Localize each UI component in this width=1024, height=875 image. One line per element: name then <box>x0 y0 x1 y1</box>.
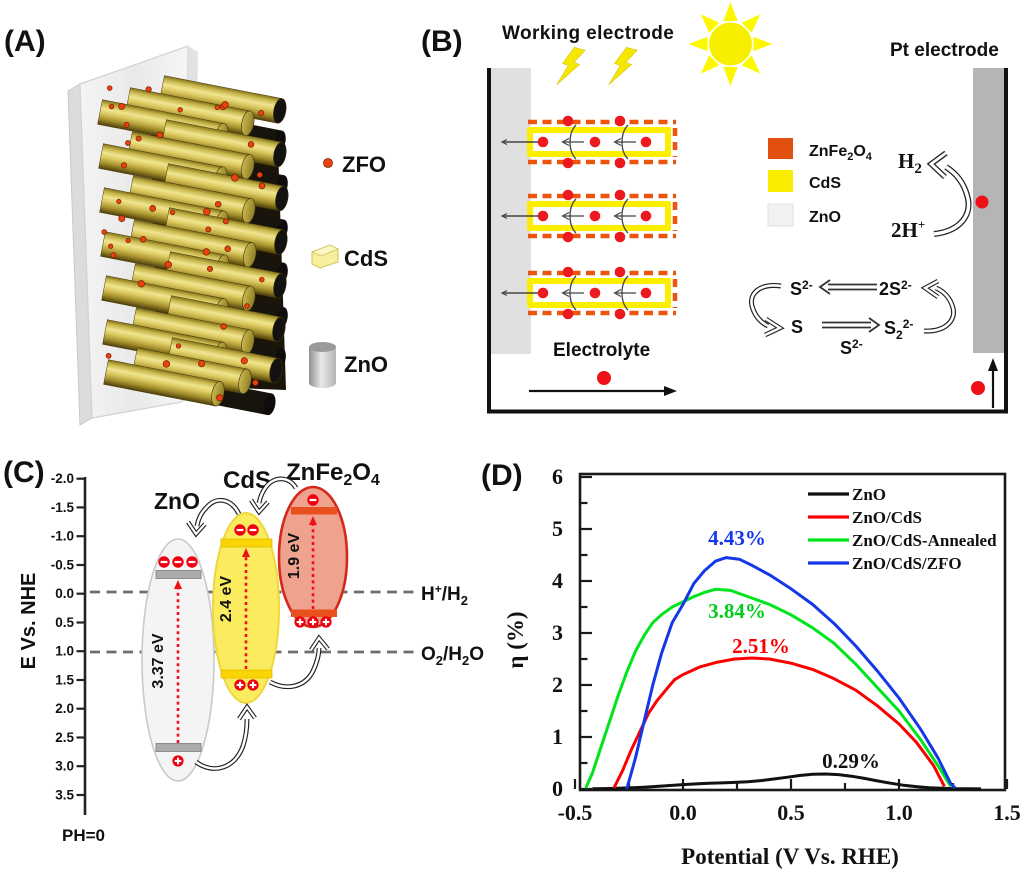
svg-text:1: 1 <box>552 724 563 749</box>
svg-text:-0.5: -0.5 <box>51 558 75 573</box>
svg-text:ZnO/CdS/ZFO: ZnO/CdS/ZFO <box>852 554 962 573</box>
svg-text:0.5: 0.5 <box>55 615 74 630</box>
svg-text:4.43%: 4.43% <box>708 526 766 550</box>
svg-text:3: 3 <box>552 620 563 645</box>
svg-text:0: 0 <box>552 776 563 801</box>
svg-text:2.5: 2.5 <box>55 730 74 745</box>
svg-text:ZnO: ZnO <box>852 485 886 504</box>
svg-text:Electrolyte: Electrolyte <box>553 340 650 361</box>
svg-text:-1.5: -1.5 <box>51 500 75 515</box>
svg-text:E Vs. NHE: E Vs. NHE <box>18 573 40 670</box>
svg-text:1.5: 1.5 <box>55 673 74 688</box>
svg-text:Potential (V Vs. RHE): Potential (V Vs. RHE) <box>681 844 899 869</box>
svg-text:ZnO/CdS-Annealed: ZnO/CdS-Annealed <box>852 531 997 550</box>
svg-text:O2/H2O: O2/H2O <box>421 644 484 668</box>
svg-text:1.5: 1.5 <box>993 800 1021 825</box>
svg-text:1.0: 1.0 <box>885 800 913 825</box>
svg-text:0.29%: 0.29% <box>822 749 880 773</box>
svg-text:-0.5: -0.5 <box>558 800 593 825</box>
svg-text:-2.0: -2.0 <box>51 471 74 486</box>
svg-text:CdS: CdS <box>344 246 388 271</box>
svg-text:η (%): η (%) <box>503 611 528 668</box>
svg-text:ZnO: ZnO <box>154 488 200 514</box>
svg-text:PH=0: PH=0 <box>62 826 105 845</box>
svg-text:S: S <box>791 317 803 337</box>
svg-text:ZFO: ZFO <box>342 152 386 177</box>
svg-text:3.0: 3.0 <box>55 759 74 774</box>
svg-text:CdS: CdS <box>809 175 841 192</box>
svg-text:1.0: 1.0 <box>55 644 74 659</box>
svg-text:2.4 eV: 2.4 eV <box>218 576 235 623</box>
svg-text:0.0: 0.0 <box>55 586 74 601</box>
svg-text:H+/H2: H+/H2 <box>421 582 468 608</box>
svg-text:2.51%: 2.51% <box>732 634 790 658</box>
svg-text:3.37 eV: 3.37 eV <box>150 633 167 688</box>
svg-text:3.5: 3.5 <box>55 788 74 803</box>
svg-text:4: 4 <box>552 568 563 593</box>
svg-text:ZnO: ZnO <box>809 209 841 226</box>
svg-text:(A): (A) <box>4 25 46 58</box>
svg-text:3.84%: 3.84% <box>708 599 766 623</box>
svg-text:0.5: 0.5 <box>777 800 805 825</box>
svg-text:(B): (B) <box>421 25 463 58</box>
svg-text:Pt electrode: Pt electrode <box>890 40 999 61</box>
svg-text:ZnO/CdS: ZnO/CdS <box>852 508 922 527</box>
svg-text:ZnFe2O4: ZnFe2O4 <box>286 459 380 489</box>
svg-text:ZnO: ZnO <box>344 352 388 377</box>
svg-text:2: 2 <box>552 672 563 697</box>
svg-text:1.9 eV: 1.9 eV <box>286 533 303 580</box>
svg-text:2.0: 2.0 <box>55 701 74 716</box>
svg-text:-1.0: -1.0 <box>51 529 74 544</box>
svg-text:0.0: 0.0 <box>669 800 697 825</box>
svg-text:Working electrode: Working electrode <box>502 23 674 44</box>
svg-text:(C): (C) <box>3 456 45 489</box>
svg-text:(D): (D) <box>481 459 523 492</box>
svg-text:ZnFe2O4: ZnFe2O4 <box>809 143 873 163</box>
svg-text:6: 6 <box>552 464 563 489</box>
svg-text:5: 5 <box>552 516 563 541</box>
